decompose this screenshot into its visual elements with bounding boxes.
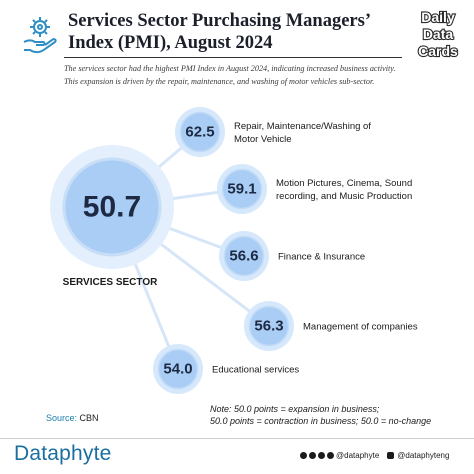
badge-line-2: Data bbox=[423, 26, 454, 42]
bubble-value: 56.6 bbox=[229, 248, 258, 265]
source-value: CBN bbox=[79, 413, 99, 423]
services-sector-bubble: 50.7 SERVICES SECTOR bbox=[50, 145, 174, 288]
sub-sector-bubble: 59.1 Motion Pictures, Cinema, Sound record… bbox=[217, 164, 412, 214]
linkedin-icon[interactable] bbox=[327, 452, 334, 459]
bubble bbox=[221, 168, 263, 210]
bubble-label: Finance & Insurance bbox=[278, 252, 365, 263]
bubble-value: 62.5 bbox=[185, 124, 214, 141]
note-line-2: 50.0 points = contraction in business; 5… bbox=[210, 416, 432, 426]
badge-line-3: Cards bbox=[418, 43, 458, 59]
sub-sector-bubble: 62.5 Repair, Maintenance/Washing of Motor … bbox=[175, 107, 371, 157]
facebook-icon[interactable] bbox=[300, 452, 307, 459]
sub-sector-bubble: 56.6 Finance & Insurance bbox=[219, 231, 365, 281]
title-divider bbox=[64, 57, 402, 58]
center-bubble-value: 50.7 bbox=[83, 191, 141, 224]
bubble bbox=[179, 111, 221, 153]
sub-sector-bubble: 56.3 Management of companies bbox=[244, 301, 418, 351]
pmi-bubble-chart: 50.7 SERVICES SECTOR 62.5 Repair, Mainten… bbox=[50, 107, 418, 394]
bubble-label-line: Repair, Maintenance/Washing of bbox=[234, 121, 371, 132]
badge-line-1: Daily bbox=[421, 9, 455, 25]
source-line: Source: CBN bbox=[46, 413, 99, 423]
footer-divider bbox=[0, 438, 474, 439]
handle-dataphyteng[interactable]: @dataphyteng bbox=[397, 451, 450, 460]
bubble bbox=[223, 235, 265, 277]
bubble-value: 54.0 bbox=[163, 361, 192, 378]
bubble-label-line: Motion Pictures, Cinema, Sound bbox=[276, 178, 412, 189]
bubble-value: 59.1 bbox=[227, 181, 256, 198]
pmi-note: Note: 50.0 points = expansion in busines… bbox=[210, 403, 470, 427]
social-handles: @dataphyte @dataphyteng bbox=[300, 451, 449, 460]
sub-sector-bubbles: 62.5 Repair, Maintenance/Washing of Motor … bbox=[153, 107, 418, 394]
bubble-label: Educational services bbox=[212, 365, 299, 376]
note-line-1: Note: 50.0 points = expansion in busines… bbox=[210, 404, 380, 414]
bubble-label-line: Motor Vehicle bbox=[234, 134, 292, 145]
bubble-label: Repair, Maintenance/Washing of Motor Vehi… bbox=[234, 121, 371, 145]
daily-data-cards-badge: Daily Data Cards bbox=[409, 7, 467, 63]
youtube-icon[interactable] bbox=[318, 452, 325, 459]
bubble-label-line: recording, and Music Production bbox=[276, 191, 412, 202]
instagram-icon[interactable] bbox=[387, 452, 395, 459]
twitter-icon[interactable] bbox=[309, 452, 316, 459]
brand-logo: Dataphyte bbox=[14, 442, 112, 465]
bubble-label: Management of companies bbox=[303, 322, 418, 333]
center-bubble-label: SERVICES SECTOR bbox=[63, 277, 158, 288]
hand-gear-icon bbox=[23, 17, 57, 54]
bubble-label-line: Management of companies bbox=[303, 322, 418, 333]
bubble-value: 56.3 bbox=[254, 318, 283, 335]
subtitle: The services sector had the highest PMI … bbox=[64, 64, 396, 86]
center-bubble bbox=[62, 157, 162, 257]
bubble-label-line: Finance & Insurance bbox=[278, 252, 365, 263]
bubble-label: Motion Pictures, Cinema, Sound recording,… bbox=[276, 178, 412, 202]
source-label: Source: bbox=[46, 413, 78, 423]
handle-dataphyte[interactable]: @dataphyte bbox=[336, 451, 380, 460]
sub-sector-bubble: 54.0 Educational services bbox=[153, 344, 299, 394]
bubble bbox=[248, 305, 290, 347]
bubble bbox=[157, 348, 199, 390]
page-title: Services Sector Purchasing Managers’ Ind… bbox=[68, 11, 370, 53]
bubble-label-line: Educational services bbox=[212, 365, 299, 376]
